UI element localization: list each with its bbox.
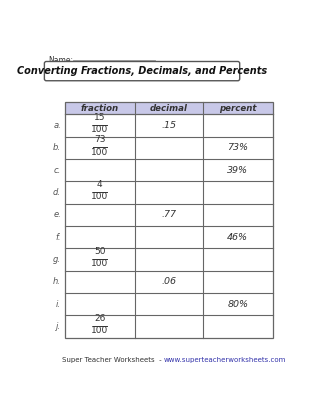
Text: e.: e.: [53, 210, 61, 219]
Bar: [65, 102, 273, 337]
Text: Super Teacher Worksheets  -: Super Teacher Worksheets -: [62, 357, 164, 363]
Text: 50: 50: [94, 247, 106, 256]
Text: 39%: 39%: [227, 166, 248, 175]
Text: 100: 100: [91, 126, 108, 134]
Text: j.: j.: [56, 322, 61, 331]
Text: 26: 26: [94, 314, 106, 323]
Text: b.: b.: [53, 143, 61, 152]
Bar: [65, 102, 273, 114]
Text: 100: 100: [91, 259, 108, 268]
Text: 73%: 73%: [227, 143, 248, 152]
Text: .15: .15: [161, 121, 176, 130]
Text: .06: .06: [161, 277, 176, 286]
Text: 15: 15: [94, 113, 106, 122]
Text: decimal: decimal: [150, 104, 188, 113]
Text: 100: 100: [91, 148, 108, 157]
Text: 4: 4: [97, 180, 103, 189]
Text: f.: f.: [56, 233, 61, 242]
Text: a.: a.: [53, 121, 61, 130]
Text: fraction: fraction: [81, 104, 119, 113]
Text: 73: 73: [94, 135, 106, 144]
Text: h.: h.: [53, 277, 61, 286]
Text: 46%: 46%: [227, 233, 248, 242]
Text: 80%: 80%: [227, 299, 248, 309]
Text: d.: d.: [53, 188, 61, 197]
Text: percent: percent: [219, 104, 256, 113]
Text: 100: 100: [91, 326, 108, 335]
Bar: [65, 102, 273, 337]
Text: www.superteacherworksheets.com: www.superteacherworksheets.com: [164, 357, 287, 363]
Text: c.: c.: [54, 166, 61, 175]
Text: i.: i.: [56, 299, 61, 309]
Text: 100: 100: [91, 192, 108, 202]
Text: Converting Fractions, Decimals, and Percents: Converting Fractions, Decimals, and Perc…: [17, 66, 267, 76]
Text: g.: g.: [53, 255, 61, 264]
FancyBboxPatch shape: [44, 62, 240, 81]
Text: Name:: Name:: [48, 57, 73, 66]
Text: .77: .77: [161, 210, 176, 219]
